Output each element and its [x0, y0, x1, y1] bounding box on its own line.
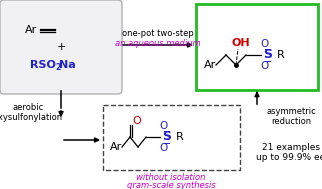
Text: O: O: [261, 61, 269, 71]
FancyBboxPatch shape: [196, 4, 318, 90]
Text: R: R: [277, 50, 285, 60]
Text: Na: Na: [59, 60, 76, 70]
FancyBboxPatch shape: [0, 0, 122, 94]
Text: O: O: [261, 39, 269, 49]
Text: O: O: [132, 116, 141, 126]
Text: S: S: [263, 49, 272, 61]
Text: Ar: Ar: [25, 25, 37, 35]
Text: asymmetric: asymmetric: [266, 108, 316, 116]
Text: one-pot two-step: one-pot two-step: [122, 29, 194, 37]
Text: O: O: [160, 121, 168, 131]
FancyBboxPatch shape: [103, 105, 240, 170]
Text: +: +: [56, 42, 66, 52]
Text: up to 99.9% ee: up to 99.9% ee: [256, 153, 322, 163]
Text: oxysulfonylation: oxysulfonylation: [0, 114, 62, 122]
Text: O: O: [160, 143, 168, 153]
Text: aerobic: aerobic: [12, 104, 43, 112]
Text: 2: 2: [55, 63, 60, 72]
Text: S: S: [162, 130, 171, 143]
Text: Ar: Ar: [204, 60, 216, 70]
Text: RSO: RSO: [30, 60, 56, 70]
Text: without isolation: without isolation: [136, 174, 206, 183]
Text: an aqueous medium: an aqueous medium: [115, 39, 201, 47]
Text: 21 examples: 21 examples: [262, 143, 320, 153]
Text: reduction: reduction: [271, 118, 311, 126]
Text: Ar: Ar: [110, 142, 122, 152]
Text: OH: OH: [232, 38, 251, 48]
Text: R: R: [176, 132, 184, 142]
Text: gram-scale synthesis: gram-scale synthesis: [127, 181, 215, 189]
